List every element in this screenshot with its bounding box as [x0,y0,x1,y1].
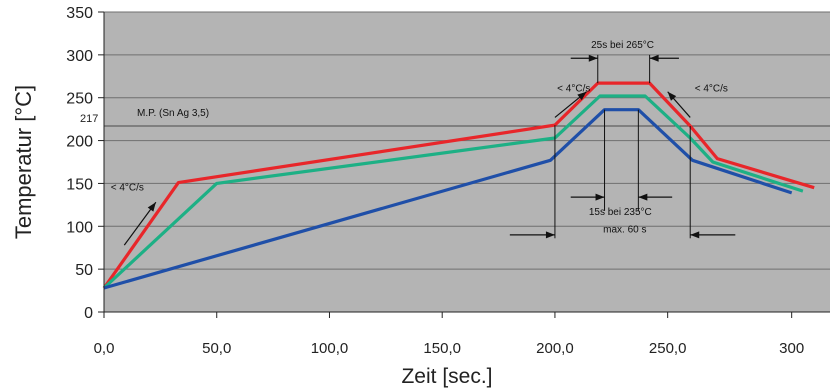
annotation-label: 25s bei 265°C [591,40,654,51]
y-tick-label: 300 [66,48,93,65]
plot-area [104,12,830,312]
liquidus-time-arrow-right-head [690,231,700,239]
annotation-label: 15s bei 235°C [589,207,652,218]
series-line-1 [102,81,815,289]
y-tick-label: 50 [75,262,93,279]
y-tick-label: 100 [66,219,93,236]
melting-point-text: M.P. (Sn Ag 3,5) [137,108,209,119]
x-tick-label: 100,0 [311,340,349,357]
y-tick-label: 200 [66,134,93,151]
x-tick-label: 200,0 [536,340,574,357]
slope-arrow-preheat-head [147,202,156,212]
x-tick-label: 150,0 [423,340,461,357]
slope-arrow-rampup-head [577,91,587,101]
annotation-label: max. 60 s [603,224,646,235]
peak-time-arrow-right-head [649,54,659,62]
series-line-3 [103,108,793,290]
x-axis-label: Zeit [sec.] [401,365,492,388]
y-tick-label: 0 [84,305,93,322]
annotation-label: < 4°C/s [557,84,590,95]
peak-time-arrow-left-head [588,54,598,62]
y-tick-label: 350 [66,5,93,22]
plateau-time-arrow-right-head [638,193,648,201]
melting-point-value-label: 217 [80,113,98,125]
y-axis-label: Temperatur [°C] [11,85,36,239]
slope-arrow-cooldown-head [667,91,677,101]
y-tick-label: 150 [66,176,93,193]
liquidus-time-arrow-left-head [545,231,555,239]
x-tick-label: 300 [779,340,804,357]
annotation-label: < 4°C/s [695,84,728,95]
series-line-2 [102,94,804,290]
x-tick-label: 0,0 [94,340,115,357]
plateau-time-arrow-left-head [595,193,605,201]
y-tick-label: 250 [66,91,93,108]
x-tick-label: 250,0 [649,340,687,357]
x-tick-label: 50,0 [202,340,231,357]
annotation-label: < 4°C/s [111,182,144,193]
